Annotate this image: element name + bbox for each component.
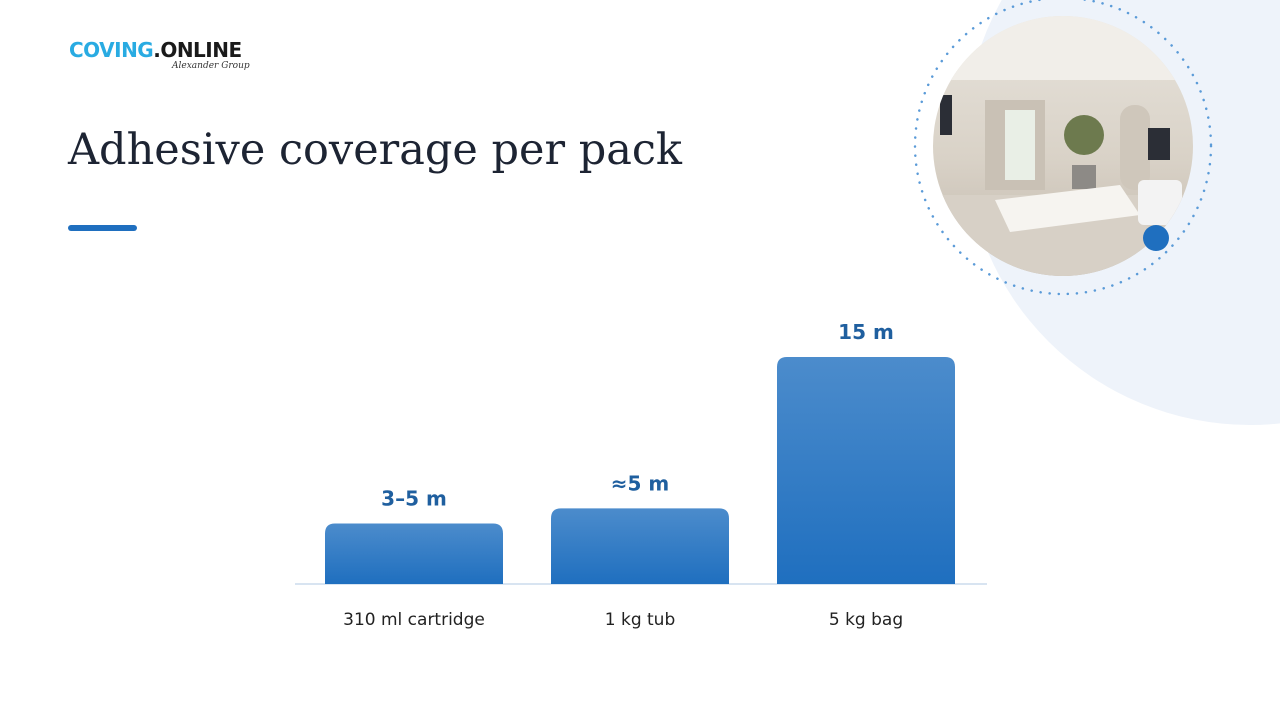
value-label: 15 m: [838, 320, 894, 344]
x-tick-label: 5 kg bag: [829, 610, 903, 630]
dotted-ring: [913, 0, 1213, 296]
title-accent: [68, 225, 137, 231]
bar: [325, 523, 503, 584]
value-label: ≈5 m: [611, 471, 669, 495]
logo-part: .ONLINE: [153, 38, 241, 62]
logo-tagline: Alexander Group: [171, 61, 250, 71]
logo-part: COVING: [69, 38, 153, 62]
bar: [551, 508, 729, 584]
value-label: 3–5 m: [381, 486, 447, 510]
logo: COVING.ONLINE: [69, 38, 242, 62]
decor-dot: [1143, 225, 1169, 251]
chart-title: Adhesive coverage per pack: [67, 125, 683, 175]
x-tick-label: 1 kg tub: [605, 610, 676, 630]
bar: [777, 357, 955, 584]
x-tick-label: 310 ml cartridge: [343, 610, 485, 630]
